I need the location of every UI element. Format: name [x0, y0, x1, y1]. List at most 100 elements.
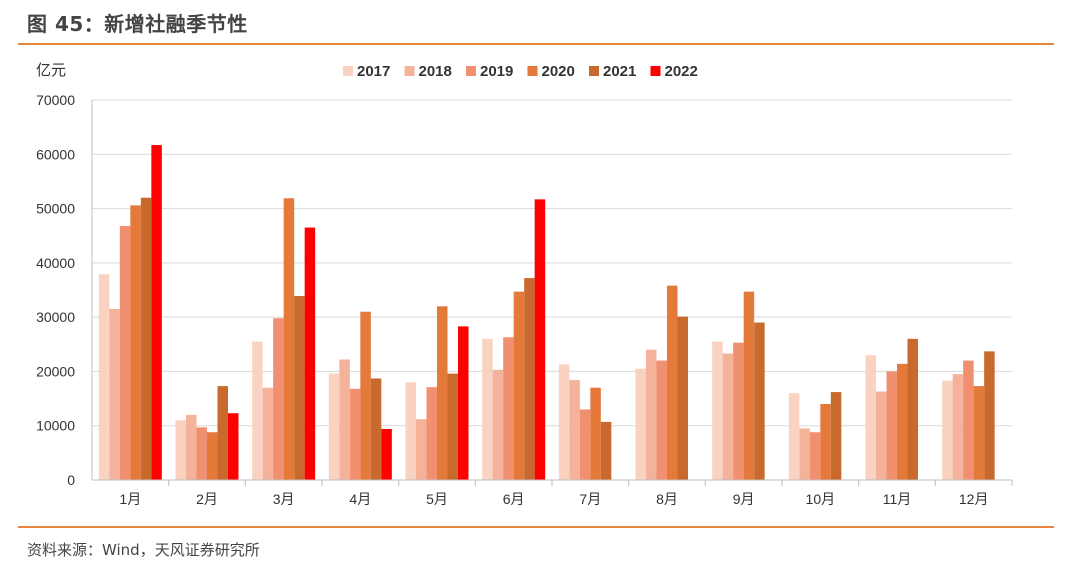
legend-swatch: [404, 66, 415, 76]
bar-2017-1: [98, 274, 110, 480]
bar-2017-8: [635, 368, 646, 480]
figure-title: 图 45：新增社融季节性: [27, 12, 248, 36]
bar-2017-11: [865, 355, 876, 480]
bar-2020-8: [667, 285, 678, 480]
bar-2018-10: [799, 428, 810, 480]
legend-label: 2020: [542, 63, 575, 80]
legend-swatch: [343, 66, 353, 76]
x-tick-label: 3月: [273, 491, 295, 507]
bar-2019-3: [273, 318, 284, 480]
bar-2017-12: [942, 380, 953, 480]
bar-2021-12: [984, 351, 995, 480]
legend-swatch: [466, 66, 476, 76]
bar-2021-6: [524, 278, 535, 480]
grid-lines: [92, 99, 1012, 427]
bar-2018-9: [722, 353, 734, 480]
x-tick-label: 5月: [426, 491, 448, 507]
axes: 0 10000 20000 30000 40000 50000 60000 70000 1月 2月…: [36, 92, 1013, 507]
bar-2018-8: [646, 349, 657, 480]
bar-2018-4: [339, 359, 350, 480]
bar-2021-8: [677, 316, 688, 480]
bar-2022-6: [534, 199, 546, 481]
x-tick-label: 11月: [883, 491, 912, 507]
x-tick-label: 4月: [349, 491, 371, 507]
bar-2022-1: [151, 145, 162, 481]
bars: [98, 145, 995, 481]
bar-2021-4: [370, 378, 382, 480]
bar-2022-2: [228, 413, 239, 480]
bar-2020-1: [130, 205, 141, 481]
bar-2022-5: [458, 326, 469, 480]
source-note: 资料来源：Wind，天风证券研究所: [27, 541, 260, 559]
bar-2018-3: [262, 387, 274, 480]
legend-label: 2018: [419, 63, 452, 80]
legend-swatch: [527, 66, 538, 76]
bar-2019-7: [579, 409, 591, 480]
bar-2022-3: [304, 227, 316, 480]
x-tick-label: 1月: [119, 491, 141, 507]
bar-2019-8: [656, 360, 667, 480]
bar-2022-4: [381, 428, 392, 480]
bar-2019-2: [196, 427, 207, 480]
y-tick-label: 10000: [36, 418, 75, 434]
legend-label: 2017: [357, 63, 390, 80]
y-tick-label: 20000: [36, 363, 75, 379]
x-tick-label: 6月: [503, 491, 525, 507]
bar-2017-6: [482, 338, 493, 480]
bar-2017-4: [328, 373, 340, 480]
y-tick-label: 0: [67, 472, 75, 488]
bar-2021-10: [830, 392, 842, 480]
y-tick-label: 50000: [36, 201, 75, 217]
bar-2020-4: [360, 311, 371, 480]
y-tick-label: 30000: [36, 309, 75, 325]
bar-2018-11: [876, 391, 887, 480]
bar-2017-3: [252, 341, 263, 480]
bar-2020-2: [207, 432, 218, 480]
bar-2019-1: [119, 225, 131, 480]
bar-2017-7: [558, 364, 570, 480]
legend-swatch: [589, 66, 599, 76]
x-tick-label: 8月: [656, 491, 678, 507]
bar-2020-5: [437, 306, 448, 480]
bar-2017-9: [712, 341, 723, 480]
bottom-rule: [18, 526, 1054, 528]
y-tick-label: 60000: [36, 146, 75, 162]
bar-2020-3: [283, 198, 295, 480]
bar-2018-12: [952, 374, 964, 480]
x-tick-label: 12月: [959, 491, 989, 507]
bar-2021-5: [447, 373, 458, 480]
bar-2019-5: [426, 387, 437, 480]
bar-2020-9: [743, 291, 755, 480]
bar-2019-12: [963, 360, 974, 480]
x-tick-label: 7月: [579, 491, 601, 507]
legend-swatch: [650, 66, 661, 76]
bar-2021-9: [754, 322, 765, 480]
bar-2021-2: [217, 386, 228, 480]
y-axis-label: 亿元: [36, 62, 66, 79]
legend-label: 2021: [603, 63, 636, 80]
bar-2020-11: [897, 363, 908, 480]
bar-2021-7: [600, 421, 612, 480]
bar-2019-4: [349, 388, 361, 480]
bar-2019-11: [886, 371, 897, 480]
bar-2017-5: [405, 382, 416, 480]
bar-2021-1: [140, 197, 152, 480]
bar-2020-6: [513, 291, 525, 480]
y-tick-label: 70000: [36, 92, 75, 108]
bar-2017-2: [175, 420, 186, 480]
legend: 2017 2018 2019 2020 2021 2022: [343, 63, 698, 80]
bar-2017-10: [788, 393, 800, 480]
bar-2018-5: [416, 419, 427, 480]
bar-2021-3: [294, 295, 305, 480]
top-rule: [18, 43, 1054, 45]
bar-2018-7: [569, 380, 580, 480]
bar-2019-9: [733, 342, 744, 480]
bar-2018-2: [186, 414, 197, 480]
legend-label: 2022: [665, 63, 698, 80]
x-tick-label: 10月: [806, 491, 836, 507]
legend-label: 2019: [480, 63, 513, 80]
bar-2021-11: [907, 338, 918, 480]
bar-2020-10: [820, 404, 831, 480]
bar-2020-7: [590, 387, 601, 480]
